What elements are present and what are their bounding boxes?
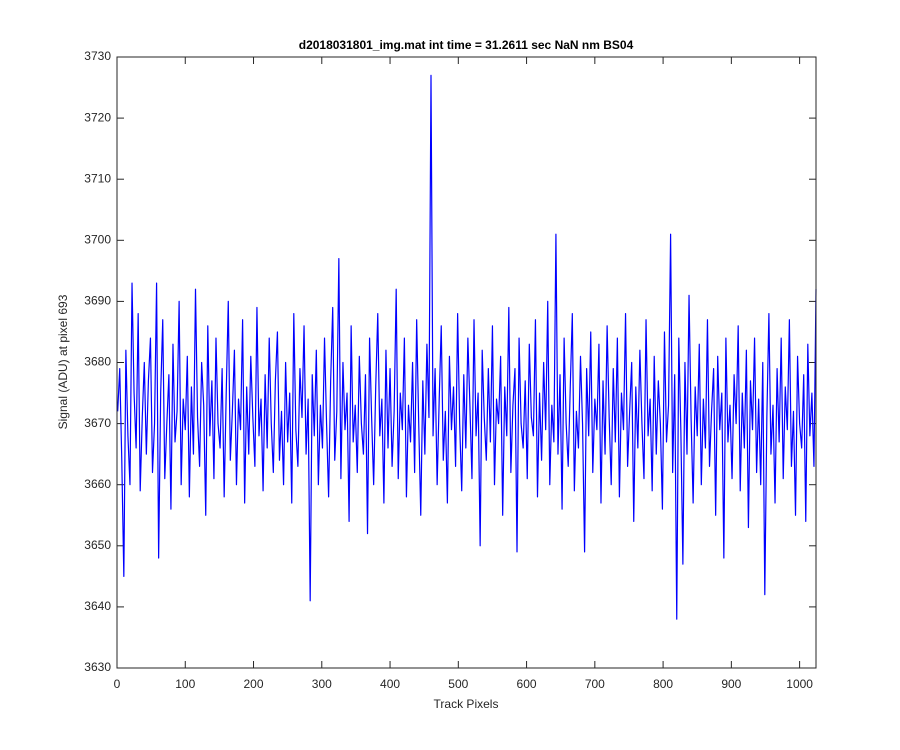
x-axis-label: Track Pixels: [434, 697, 499, 711]
x-tick-label: 400: [380, 677, 400, 691]
y-tick-label: 3670: [84, 416, 111, 430]
y-tick-label: 3700: [84, 232, 111, 246]
x-tick-label: 800: [653, 677, 673, 691]
y-axis-label: Signal (ADU) at pixel 693: [56, 294, 70, 429]
x-tick-label: 0: [114, 677, 121, 691]
x-tick-label: 1000: [786, 677, 813, 691]
x-tick-label: 300: [312, 677, 332, 691]
y-tick-label: 3640: [84, 599, 111, 613]
data-line: [117, 74, 817, 620]
chart-title: d2018031801_img.mat int time = 31.2611 s…: [299, 38, 634, 52]
y-tick-label: 3630: [84, 660, 111, 674]
x-tick-label: 200: [244, 677, 264, 691]
y-tick-label: 3650: [84, 538, 111, 552]
y-tick-label: 3730: [84, 49, 111, 63]
y-tick-label: 3720: [84, 110, 111, 124]
y-tick-label: 3710: [84, 171, 111, 185]
x-tick-label: 500: [448, 677, 468, 691]
y-tick-label: 3690: [84, 294, 111, 308]
plot-frame: [116, 56, 817, 669]
y-tick-label: 3660: [84, 477, 111, 491]
x-tick-label: 600: [517, 677, 537, 691]
x-tick-label: 100: [175, 677, 195, 691]
x-tick-label: 700: [585, 677, 605, 691]
x-tick-label: 900: [721, 677, 741, 691]
y-tick-label: 3680: [84, 355, 111, 369]
